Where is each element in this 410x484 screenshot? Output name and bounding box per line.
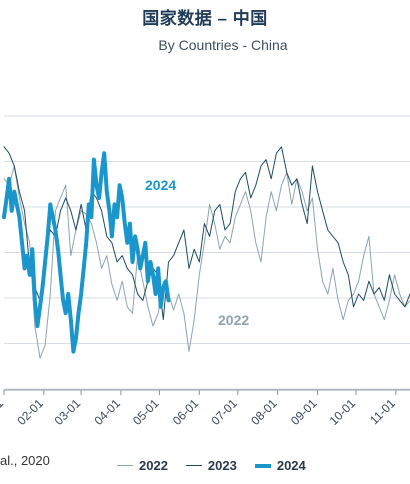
series-line-2022 [3,165,410,359]
legend-swatch-2022 [117,465,133,466]
x-tick-label: 10-01 [327,396,359,428]
x-tick-label: 09-01 [288,396,320,428]
legend-item-2023[interactable]: 2023 [185,458,237,473]
x-tick-label: 08-01 [248,396,280,428]
x-tick-label: 01-01 [0,396,6,428]
x-tick-label: 11-01 [367,396,398,427]
annotation-2022: 2022 [218,312,249,328]
source-note: al., 2020 [0,453,50,468]
legend-swatch-2024 [254,463,271,468]
series-line-2024 [2,151,171,354]
legend-item-2022[interactable]: 2022 [117,458,168,473]
x-tick-label: 02-01 [14,396,46,428]
chart-subtitle: By Countries - China [158,37,288,53]
chart-title: 国家数据 – 中国 [142,9,268,28]
annotation-2024: 2024 [145,177,176,193]
legend-swatch-2023 [185,465,202,466]
legend-label-2024: 2024 [276,458,306,473]
legend: 2022 2023 2024 [117,458,306,473]
legend-label-2022: 2022 [139,458,168,473]
legend-item-2024[interactable]: 2024 [254,458,306,473]
x-tick-label: 06-01 [170,396,202,428]
x-tick-label: 04-01 [91,396,123,428]
series-line-2023 [3,146,410,321]
x-tick-label: 05-01 [130,396,162,428]
x-tick-label: 03-01 [52,396,84,428]
x-tick-label: 07-01 [208,396,240,428]
legend-label-2023: 2023 [207,458,237,473]
